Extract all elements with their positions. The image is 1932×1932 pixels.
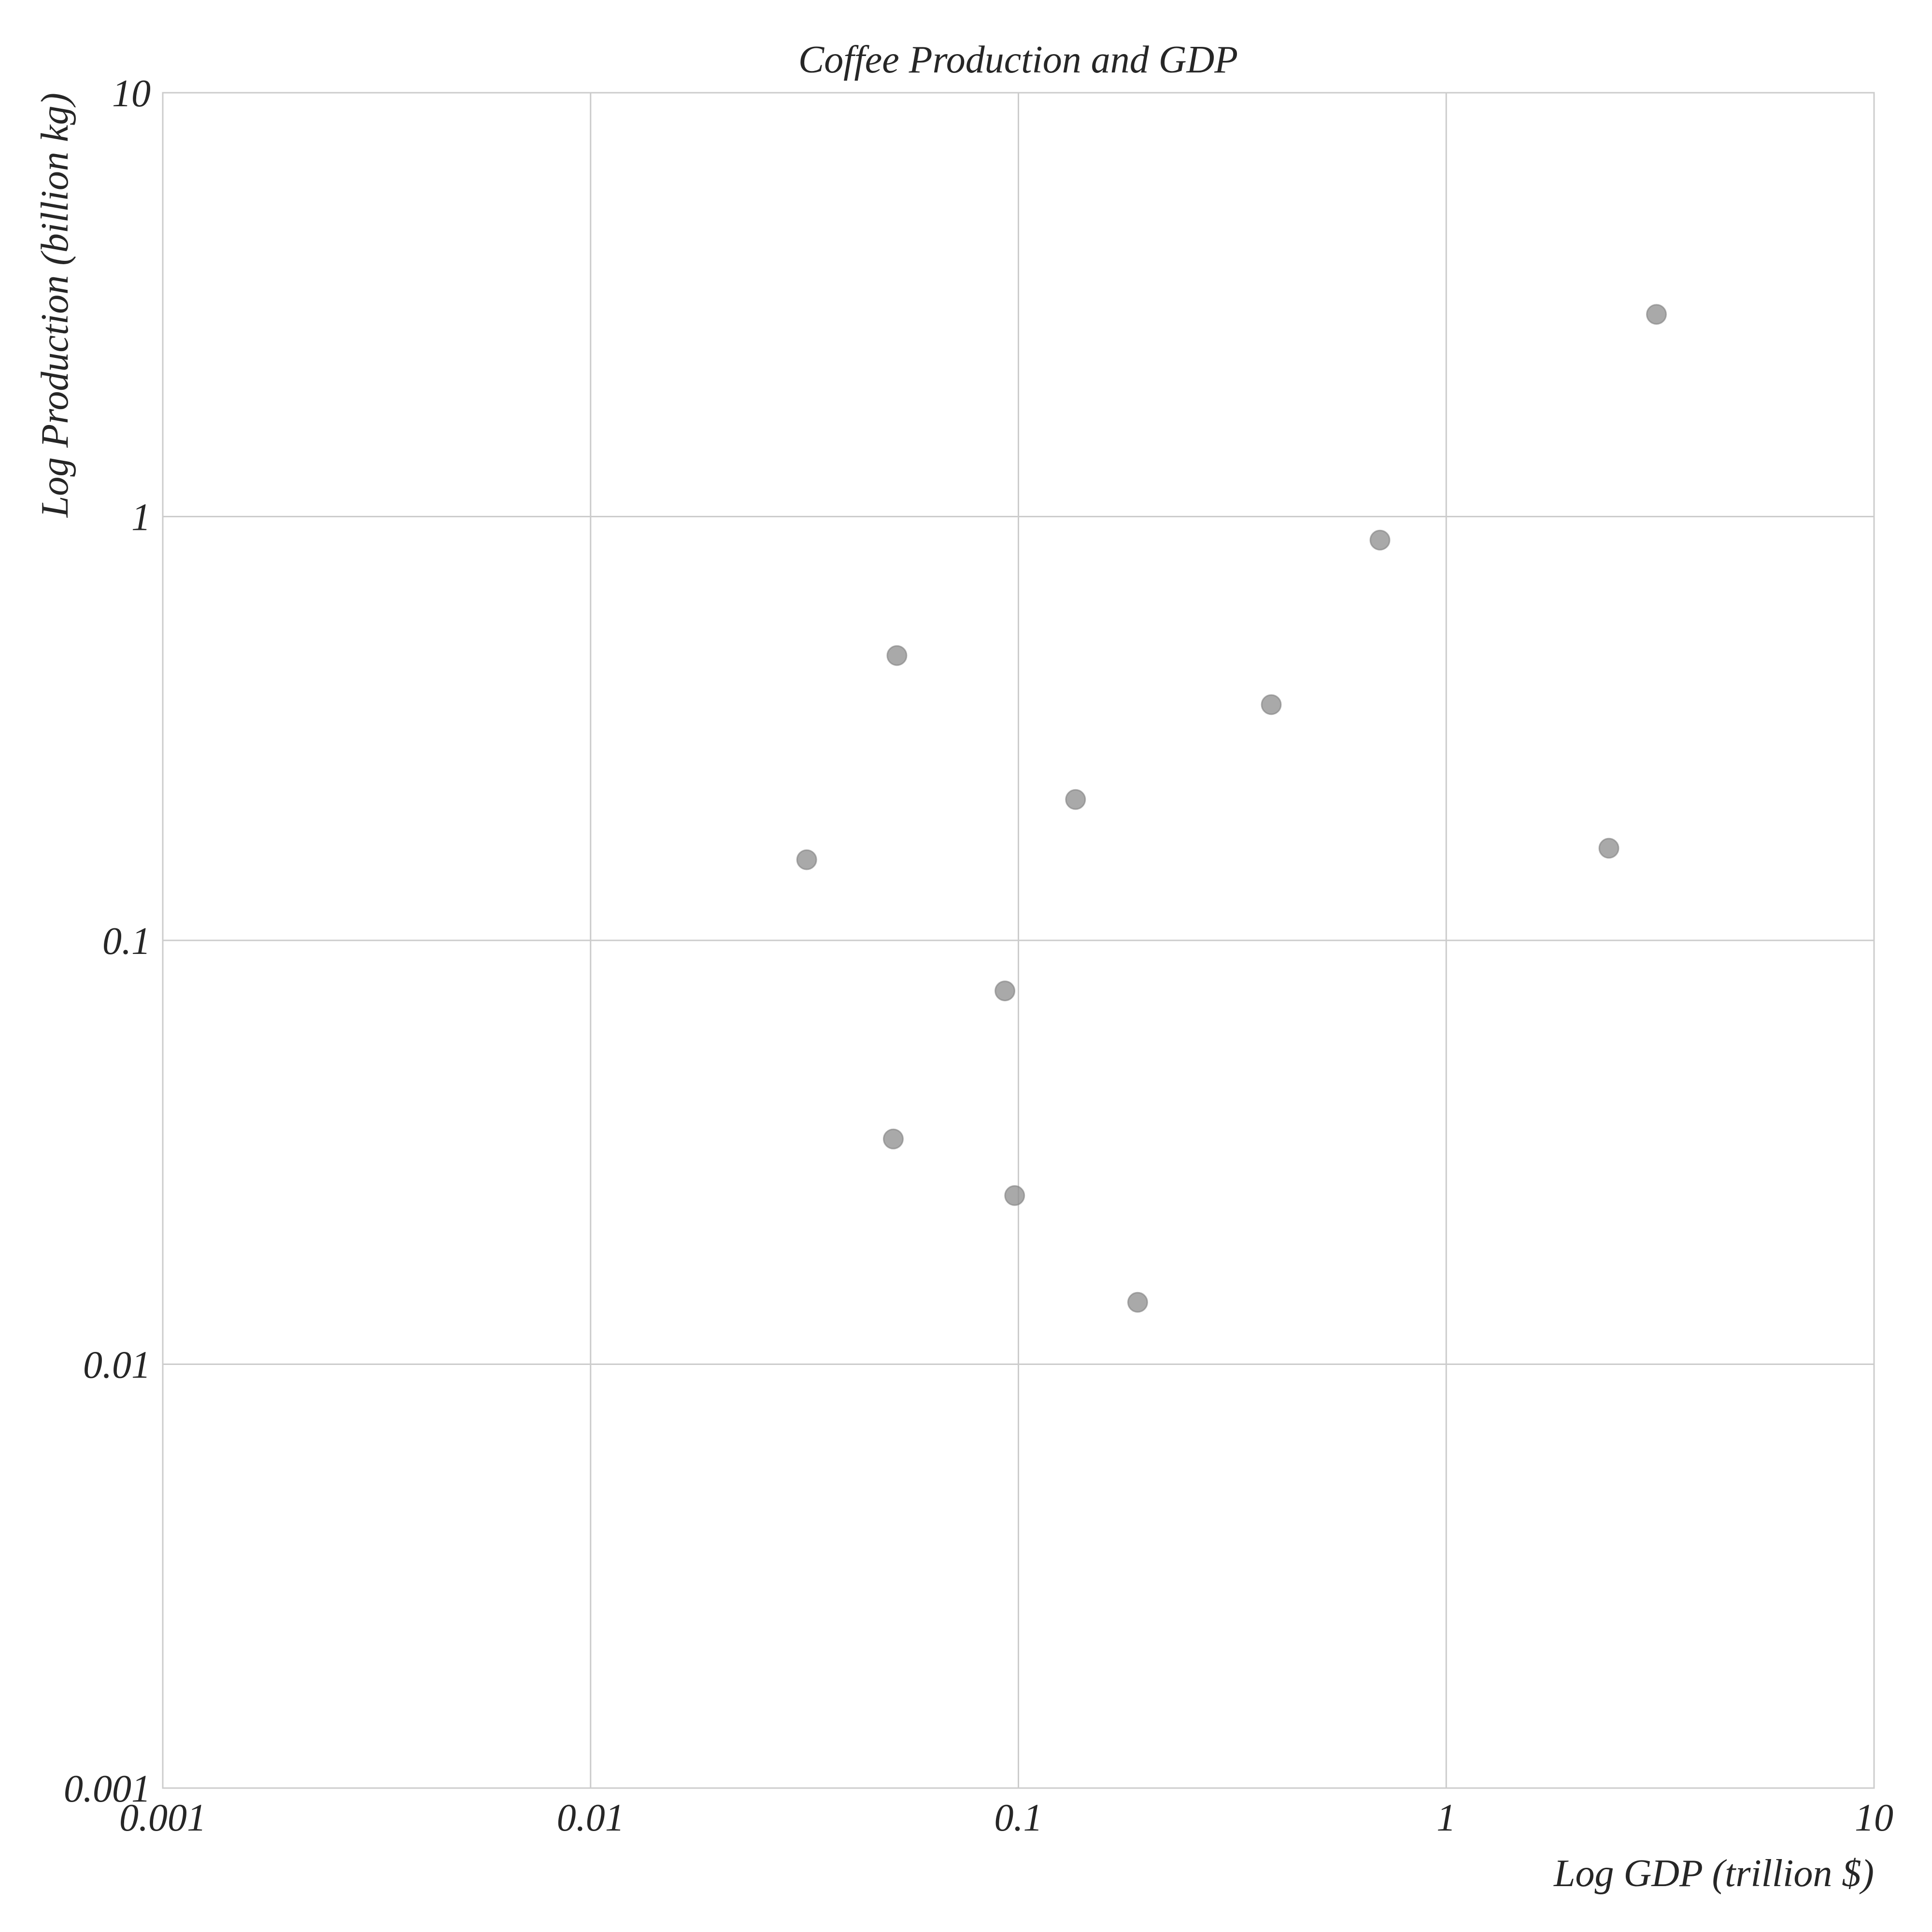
y-tick-label: 10 bbox=[112, 72, 151, 115]
data-point bbox=[1369, 529, 1391, 551]
x-tick-label: 0.01 bbox=[557, 1797, 625, 1839]
data-point bbox=[1646, 304, 1667, 325]
x-tick-label: 1 bbox=[1436, 1797, 1456, 1839]
data-points bbox=[796, 304, 1667, 1313]
y-tick-labels: 0.001 0.01 0.1 1 10 bbox=[64, 72, 151, 1810]
data-point bbox=[1065, 789, 1086, 810]
y-tick-label: 0.01 bbox=[83, 1344, 151, 1387]
data-point bbox=[1598, 838, 1619, 859]
y-axis-label: Log Production (billion kg) bbox=[34, 93, 76, 518]
x-tick-labels: 0.001 0.01 0.1 1 10 bbox=[119, 1797, 1893, 1839]
data-point bbox=[886, 645, 908, 666]
data-point bbox=[1004, 1185, 1025, 1206]
data-point bbox=[1127, 1292, 1148, 1313]
plot-frame bbox=[162, 92, 1875, 1789]
y-tick-label: 0.1 bbox=[102, 920, 151, 963]
y-tick-label: 0.001 bbox=[64, 1768, 151, 1810]
grid bbox=[162, 92, 1875, 1789]
x-tick-label: 0.001 bbox=[119, 1797, 206, 1839]
data-point bbox=[1261, 694, 1282, 715]
x-tick-label: 0.1 bbox=[994, 1797, 1043, 1839]
data-point bbox=[882, 1128, 904, 1150]
y-tick-label: 1 bbox=[131, 497, 151, 539]
data-point bbox=[994, 980, 1016, 1002]
data-point bbox=[796, 849, 817, 870]
x-axis-label: Log GDP (trillion $) bbox=[1553, 1852, 1874, 1895]
chart-title: Coffee Production and GDP bbox=[798, 39, 1238, 81]
x-tick-label: 10 bbox=[1855, 1797, 1893, 1839]
